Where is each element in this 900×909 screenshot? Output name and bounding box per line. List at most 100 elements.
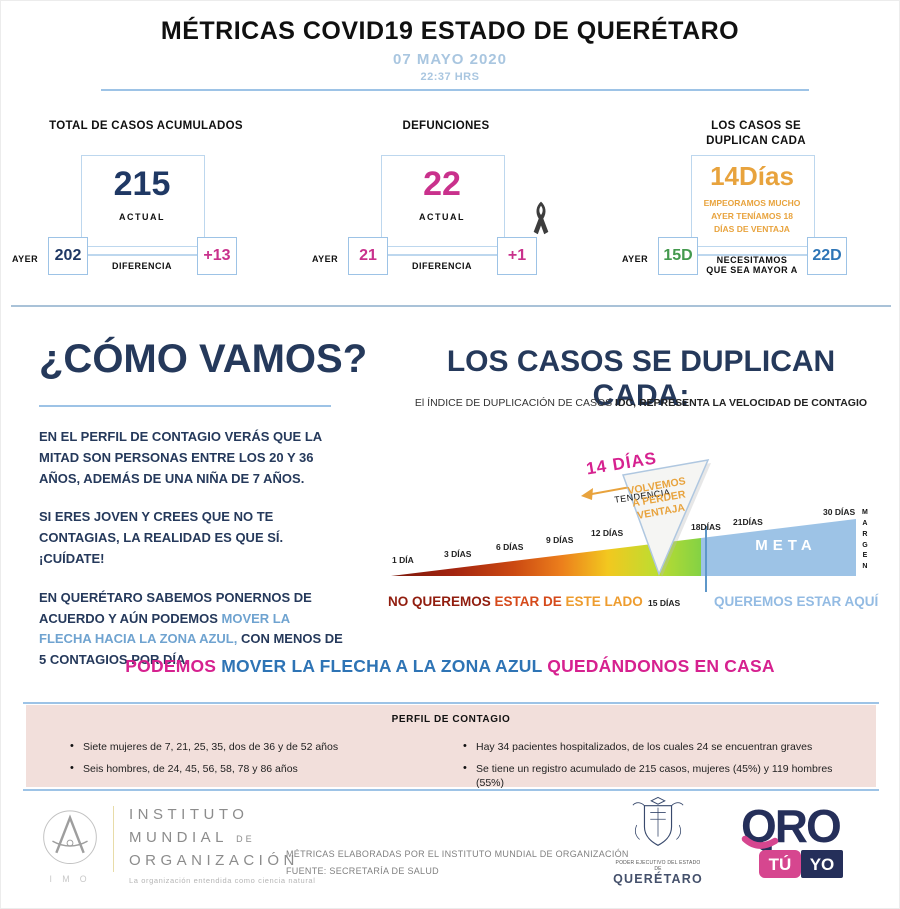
metric-value-box [381,155,505,247]
qro-tu-yo-logo: QRO TÚ YO [739,800,871,887]
tick-6-dias: 6 DÍAS [496,542,524,552]
footer-vertical-divider [113,806,114,872]
metric-note: EMPEORAMOS MUCHO AYER TENÍAMOS 18 DÍAS D… [703,198,801,234]
credits-line2: FUENTE: SECRETARÍA DE SALUD [286,866,439,877]
imo-acronym: I M O [50,874,91,884]
yesterday-label: AYER [312,254,339,264]
idc-wedge-chart: 1 DÍA 3 DÍAS 6 DÍAS 9 DÍAS 12 DÍAS 18DÍA… [386,434,891,616]
metric-title: TOTAL DE CASOS ACUMULADOS [49,120,243,132]
yesterday-box: 202 [48,237,88,275]
header-divider [101,89,809,91]
imo-tagline: La organización entendida como ciencia n… [129,876,316,885]
warning-part-1: NO QUEREMOS [388,594,495,609]
metric-value: 215 [113,165,171,203]
paragraph-youth: SI ERES JOVEN Y CREES QUE NO TE CONTAGIA… [39,509,284,566]
metric-title: LOS CASOS SE DUPLICAN CADA [706,120,806,147]
warning-part-2: ESTAR DE [494,594,566,609]
como-vamos-body: EN EL PERFIL DE CONTAGIO VERÁS QUE LA MI… [39,427,345,689]
difference-box: +13 [197,237,237,275]
mourning-ribbon-icon [530,199,552,241]
page-title: MÉTRICAS COVID19 ESTADO DE QUERÉTARO [160,17,740,45]
credits: MÉTRICAS ELABORADAS POR EL INSTITUTO MUN… [286,846,629,880]
paragraph-agreement-highlight: MOVER LA FLECHA HACIA LA ZONA AZUL, [39,610,290,647]
metric-card-deaths: DEFUNCIONES 22 ACTUAL 21 +1 AYER DIFEREN… [312,113,621,293]
paragraph-profile: EN EL PERFIL DE CONTAGIO VERÁS QUE LA MI… [39,429,322,486]
difference-label: DIFERENCIA [111,261,172,271]
imo-name-line2: MUNDIAL DE [129,829,255,846]
gov-subtitle: PODER EJECUTIVO DEL ESTADO DE [615,860,701,872]
list-item: Se tiene un registro acumulado de 215 ca… [461,761,861,791]
tick-9-dias: 9 DÍAS [546,535,574,545]
difference-box: +1 [497,237,537,275]
paragraph-agreement-end: CON MENOS DE 5 CONTAGIOS POR DÍA. [39,631,343,668]
metric-value: 14Días [710,161,794,191]
banner-part-3: QUEDÁNDONOS EN CASA [542,656,775,676]
qro-pink-swoosh [741,835,779,849]
metric-card-total-cases: TOTAL DE CASOS ACUMULADOS 215 ACTUAL 202… [12,113,321,293]
tick-12-dias: 12 DÍAS [591,528,624,538]
trend-arrow-head [581,488,593,500]
paragraph-agreement: EN QUERÉTARO SABEMOS PONERNOS DE ACUERDO… [39,588,345,671]
qro-yo-label: YO [810,855,835,874]
paragraph-agreement-start: EN QUERÉTARO SABEMOS PONERNOS DE ACUERDO… [39,589,312,626]
subtitle-bold: IDC, REPRESENTA LA VELOCIDAD DE CONTAGIO [615,397,868,409]
duplication-subtitle: El ÍNDICE DE DUPLICACIÓN DE CASOS IDC, R… [396,397,886,409]
list-item: Hay 34 pacientes hospitalizados, de los … [461,739,861,755]
warning-part-3: ESTE LADO [565,594,643,609]
imo-logo: I M O [31,802,109,893]
imo-name-line2-de: DE [236,834,255,844]
tick-30-dias: 30 DÍAS [823,507,856,517]
tick-1-dia: 1 DÍA [392,555,414,565]
metric-card-doubling: LOS CASOS SE DUPLICAN CADA 14Días EMPEOR… [622,113,899,293]
yesterday-label: AYER [12,254,39,264]
metric-value: 22 [423,165,461,203]
tick-15-dias: 15 DÍAS [648,598,681,608]
metric-title: DEFUNCIONES [402,120,490,132]
gov-name: QUERÉTARO [613,872,703,886]
meta-zone-label: META [755,537,817,554]
credits-line1: MÉTRICAS ELABORADAS POR EL INSTITUTO MUN… [286,849,629,859]
connector-line [86,254,198,256]
perfil-de-contagio-panel: PERFIL DE CONTAGIO Siete mujeres de 7, 2… [26,705,876,789]
tick-21-dias: 21DÍAS [733,517,763,527]
footer: I M O INSTITUTO MUNDIAL DE ORGANIZACIÓN … [1,796,899,908]
metric-value-label: ACTUAL [419,212,465,222]
qro-tu-label: TÚ [769,855,792,874]
list-item: Siete mujeres de 7, 21, 25, 35, dos de 3… [68,739,443,755]
como-vamos-underline [39,405,331,407]
warning-side-label: NO QUEREMOS ESTAR DE ESTE LADO [388,594,643,609]
metric-value-box [81,155,205,247]
yesterday-box: 21 [348,237,388,275]
list-item: Seis hombres, de 24, 45, 56, 58, 78 y 86… [68,761,443,777]
connector-line [386,254,498,256]
perfil-bottom-divider [23,789,879,791]
section-divider [11,305,891,307]
report-date: 07 MAYO 2020 [392,51,507,68]
trend-triangle [621,459,710,577]
imo-name-line1: INSTITUTO [129,806,249,823]
goal-side-label: QUEREMOS ESTAR AQUÍ [714,594,879,609]
metric-value-label: ACTUAL [119,212,165,222]
queretaro-crest-icon [632,796,684,846]
idc-wedge-svg [391,459,856,592]
perfil-right-column: Hay 34 pacientes hospitalizados, de los … [461,733,861,798]
target-label: NECESITAMOS QUE SEA MAYOR A [706,255,798,275]
duplication-title: LOS CASOS SE DUPLICAN CADA: [446,345,836,412]
tick-3-dias: 3 DÍAS [444,549,472,559]
target-box: 22D [807,237,847,275]
difference-label: DIFERENCIA [411,261,472,271]
meta-zone-shape [701,519,856,576]
perfil-title: PERFIL DE CONTAGIO [391,714,511,725]
perfil-top-divider [23,702,879,704]
subtitle-normal: El ÍNDICE DE DUPLICACIÓN DE CASOS [414,397,616,409]
yesterday-box: 15D [658,237,698,275]
metric-value-box [691,155,815,247]
yesterday-label: AYER [622,254,649,264]
call-to-action-banner: PODEMOS MOVER LA FLECHA A LA ZONA AZUL Q… [1,656,899,677]
report-time: 22:37 HRS [420,71,480,83]
wedge-gradient-shape [391,538,701,576]
banner-part-2: MOVER LA FLECHA A LA ZONA AZUL [221,656,543,676]
tick-18-dias: 18DÍAS [691,522,721,532]
queretaro-government-logo: PODER EJECUTIVO DEL ESTADO DE QUERÉTARO [613,796,703,886]
